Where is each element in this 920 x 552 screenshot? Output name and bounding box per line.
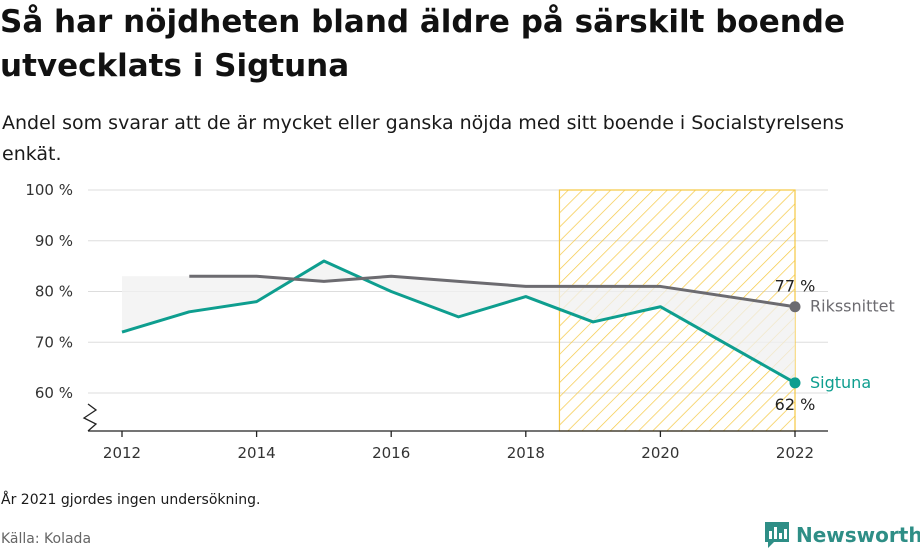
data-point — [789, 377, 801, 389]
brand-name: Newsworthy — [796, 523, 920, 547]
axes: 2012 2014 2016 2018 2020 2022 — [82, 403, 828, 462]
axis-break-icon — [82, 403, 98, 432]
gap-area — [122, 261, 795, 383]
chart-subtitle: Andel som svarar att de är mycket eller … — [2, 112, 845, 165]
x-tick-label: 2018 — [507, 444, 545, 462]
source-text: Källa: Kolada — [1, 531, 92, 547]
data-point — [789, 301, 801, 313]
end-value-label: 77 % — [775, 277, 816, 296]
y-tick-label: 100 % — [25, 181, 73, 199]
x-tick-label: 2020 — [641, 444, 679, 462]
x-tick-label: 2014 — [238, 444, 276, 462]
x-tick-label: 2016 — [372, 444, 410, 462]
y-tick-label: 90 % — [35, 232, 73, 250]
line-chart: 60 %70 %80 %90 %100 % 2012 2014 2016 2018 20… — [25, 181, 895, 462]
x-tick-label: 2012 — [103, 444, 141, 462]
series — [121, 259, 801, 389]
brand-logo: Newsworthy — [764, 520, 920, 550]
y-tick-label: 60 % — [35, 384, 73, 402]
y-tick-label: 80 % — [35, 283, 73, 301]
chart-title: Så har nöjdheten bland äldre på särskilt… — [0, 4, 846, 84]
y-tick-label: 70 % — [35, 333, 73, 351]
series-name-label: Rikssnittet — [810, 297, 895, 316]
series-name-label: Sigtuna — [810, 373, 871, 392]
x-tick-label: 2022 — [776, 444, 814, 462]
newsworthy-logo-icon — [765, 522, 789, 548]
footnote: År 2021 gjordes ingen undersökning. — [1, 492, 261, 508]
gap-shade — [122, 261, 795, 383]
series-line-sigtuna — [121, 259, 796, 385]
end-value-label: 62 % — [775, 395, 816, 414]
